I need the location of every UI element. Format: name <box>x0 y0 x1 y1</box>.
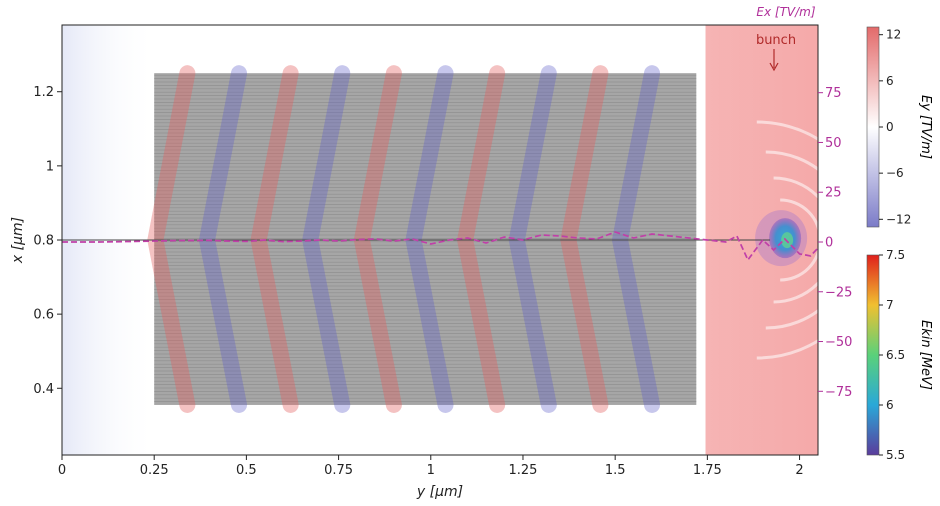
colorbar-ekin-label: Ekin [MeV] <box>918 320 933 390</box>
x-tick-label: 0.75 <box>324 463 353 478</box>
bunch-arrow-head <box>769 62 779 72</box>
target-foil <box>154 73 697 405</box>
bunch-annotation: bunch <box>756 33 796 48</box>
right-axis-label: Ex [TV/m] <box>756 5 815 19</box>
y-tick-label: 1.2 <box>33 85 54 100</box>
colorbar-tick-label: 12 <box>886 28 901 42</box>
x-tick-label: 0.25 <box>140 463 169 478</box>
series-line-ex <box>62 231 819 262</box>
y-axis-ticks: 0.4 0.6 0.8 1 1.2 <box>33 85 62 397</box>
right-tick-label: −50 <box>825 335 852 350</box>
wavefront-arc <box>765 150 818 330</box>
y-tick-label: 0.4 <box>33 382 54 397</box>
field-wavefronts <box>756 120 818 360</box>
y-tick-label: 0.6 <box>33 308 54 323</box>
x-tick-label: 1.25 <box>508 463 537 478</box>
right-tick-label: 75 <box>825 86 842 101</box>
x-axis-ticks: 0 0.25 0.5 0.75 1 1.25 1.5 1.75 2 <box>58 455 804 478</box>
right-tick-label: −25 <box>825 285 852 300</box>
wavefront-arc <box>773 176 818 304</box>
colorbar-ey <box>866 26 880 228</box>
right-tick-label: 50 <box>825 136 842 151</box>
colorbar-tick-label: 7 <box>886 298 894 312</box>
right-tick-label: 25 <box>825 186 842 201</box>
wavefront-arc <box>756 120 818 360</box>
colorbar-tick-label: 6 <box>886 398 894 412</box>
x-tick-label: 1.75 <box>693 463 722 478</box>
colorbar-tick-label: 5.5 <box>886 448 905 462</box>
colorbar-tick-label: 0 <box>886 120 894 134</box>
x-tick-label: 0.5 <box>236 463 257 478</box>
x-tick-label: 1.5 <box>605 463 626 478</box>
electron-bunch <box>755 210 808 267</box>
x-tick-label: 1 <box>427 463 435 478</box>
colorbar-ey-ticks: 12 6 0 −6 −12 <box>879 28 911 226</box>
y-tick-label: 1 <box>46 159 54 174</box>
y-tick-label: 0.8 <box>33 234 54 249</box>
colorbar-tick-label: −12 <box>886 212 911 226</box>
right-tick-label: 0 <box>825 235 833 250</box>
colorbar-tick-label: 7.5 <box>886 248 905 262</box>
colorbar-tick-label: 6 <box>886 74 894 88</box>
colorbar-ey-label: Ey [TV/m] <box>918 95 933 159</box>
x-tick-label: 2 <box>795 463 803 478</box>
target-stripes <box>154 74 697 402</box>
x-tick-label: 0 <box>58 463 66 478</box>
colorbar-ekin <box>866 254 880 456</box>
colorbar-tick-label: 6.5 <box>886 348 905 362</box>
right-tick-label: −75 <box>825 385 852 400</box>
colorbar-tick-label: −6 <box>886 166 904 180</box>
x-axis-label: y [μm] <box>416 484 463 500</box>
colorbar-ekin-ticks: 7.5 7 6.5 6 5.5 <box>879 248 905 462</box>
wavefront-arc <box>780 198 818 282</box>
y-axis-label: x [μm] <box>10 217 26 264</box>
right-axis-ticks: −75 −50 −25 0 25 50 75 <box>818 86 852 400</box>
